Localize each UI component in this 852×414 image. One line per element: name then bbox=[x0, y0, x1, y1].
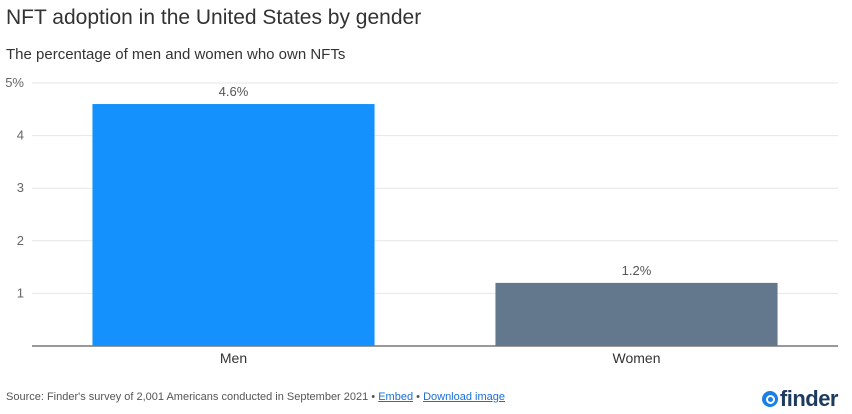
x-tick-label: Women bbox=[613, 350, 661, 366]
bar-chart: 1 2 3 4 5% 4.6% Men 1.2% Women bbox=[5, 75, 838, 366]
bar bbox=[495, 282, 778, 346]
source-text: Source: Finder's survey of 2,001 America… bbox=[6, 391, 376, 403]
chart-subtitle: The percentage of men and women who own … bbox=[6, 46, 346, 63]
data-label: 4.6% bbox=[219, 84, 249, 99]
x-tick-label: Men bbox=[220, 350, 247, 366]
footer: Source: Finder's survey of 2,001 America… bbox=[6, 391, 505, 403]
y-tick-label: 4 bbox=[17, 128, 24, 143]
y-tick-label: 1 bbox=[17, 285, 24, 300]
y-tick-label: 5% bbox=[5, 75, 24, 90]
y-tick-label: 2 bbox=[17, 233, 24, 248]
y-tick-label: 3 bbox=[17, 180, 24, 195]
finder-logo-icon bbox=[761, 391, 778, 407]
finder-logo: finder bbox=[761, 386, 839, 412]
data-label: 1.2% bbox=[622, 263, 652, 278]
download-image-link[interactable]: Download image bbox=[423, 391, 505, 403]
footer-separator: • bbox=[416, 391, 420, 403]
embed-link[interactable]: Embed bbox=[378, 391, 414, 403]
bar bbox=[92, 104, 375, 346]
finder-logo-text: finder bbox=[779, 386, 839, 411]
chart-title: NFT adoption in the United States by gen… bbox=[6, 6, 422, 29]
